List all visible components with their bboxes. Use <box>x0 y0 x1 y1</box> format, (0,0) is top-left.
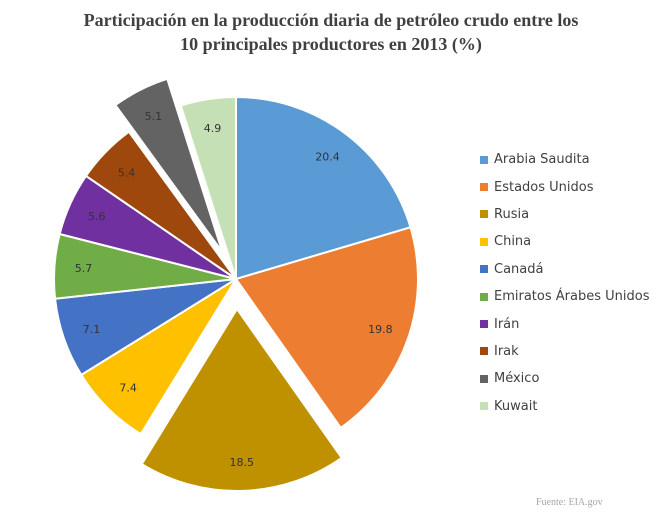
pie-slice-arabia-saudita <box>235 95 412 281</box>
legend-swatch <box>480 155 488 164</box>
pie-slice-irak <box>84 130 237 280</box>
legend-label: Irán <box>494 316 520 332</box>
legend-item-kuwait: Kuwait <box>480 393 649 420</box>
legend-item-estados-unidos: Estados Unidos <box>480 173 649 200</box>
legend-label: Kuwait <box>494 398 538 414</box>
legend: Arabia Saudita Estados Unidos Rusia China Ca… <box>480 146 649 420</box>
legend-swatch <box>480 320 488 329</box>
data-label-rusia: 18.5 <box>230 456 255 469</box>
chart-title: Participación en la producción diaria de… <box>0 8 662 56</box>
legend-label: Irak <box>494 343 519 359</box>
data-label-emiratos-arabes-unidos: 5.7 <box>75 262 93 275</box>
legend-item-emiratos-arabes-unidos: Emiratos Árabes Unidos <box>480 283 649 310</box>
legend-swatch <box>480 265 488 274</box>
legend-swatch <box>480 183 488 192</box>
data-label-estados-unidos: 19.8 <box>368 323 393 336</box>
pie-slice-mexico <box>113 77 224 253</box>
source-note: Fuente: EIA.gov <box>536 497 603 508</box>
legend-swatch <box>480 347 488 356</box>
data-label-irak: 5.4 <box>118 166 136 179</box>
pie-slice-estados-unidos <box>234 226 419 430</box>
data-label-china: 7.4 <box>119 381 137 394</box>
legend-swatch <box>480 292 488 301</box>
legend-label: México <box>494 371 540 387</box>
legend-item-arabia-saudita: Arabia Saudita <box>480 146 649 173</box>
pie-slice-rusia <box>140 307 344 492</box>
legend-item-irak: Irak <box>480 338 649 365</box>
legend-label: Canadá <box>494 261 544 277</box>
legend-item-iran: Irán <box>480 310 649 337</box>
legend-item-mexico: México <box>480 365 649 392</box>
legend-item-china: China <box>480 228 649 255</box>
data-label-iran: 5.6 <box>88 210 106 223</box>
legend-label: Emiratos Árabes Unidos <box>494 289 650 305</box>
chart-title-line-1: Participación en la producción diaria de… <box>83 10 579 30</box>
data-label-kuwait: 4.9 <box>204 122 222 135</box>
pie-slice-kuwait <box>179 95 237 280</box>
legend-swatch <box>480 402 488 411</box>
legend-label: China <box>494 234 532 250</box>
legend-label: Rusia <box>494 206 530 222</box>
data-label-canada: 7.1 <box>83 323 101 336</box>
chart-title-line-2: 10 principales productores en 2013 (%) <box>180 34 482 54</box>
legend-swatch <box>480 237 488 246</box>
legend-swatch <box>480 210 488 219</box>
data-label-mexico: 5.1 <box>145 110 163 123</box>
legend-swatch <box>480 374 488 383</box>
data-label-arabia-saudita: 20.4 <box>315 151 340 164</box>
legend-item-canada: Canadá <box>480 256 649 283</box>
legend-label: Estados Unidos <box>494 179 594 195</box>
legend-label: Arabia Saudita <box>494 152 590 168</box>
legend-item-rusia: Rusia <box>480 201 649 228</box>
